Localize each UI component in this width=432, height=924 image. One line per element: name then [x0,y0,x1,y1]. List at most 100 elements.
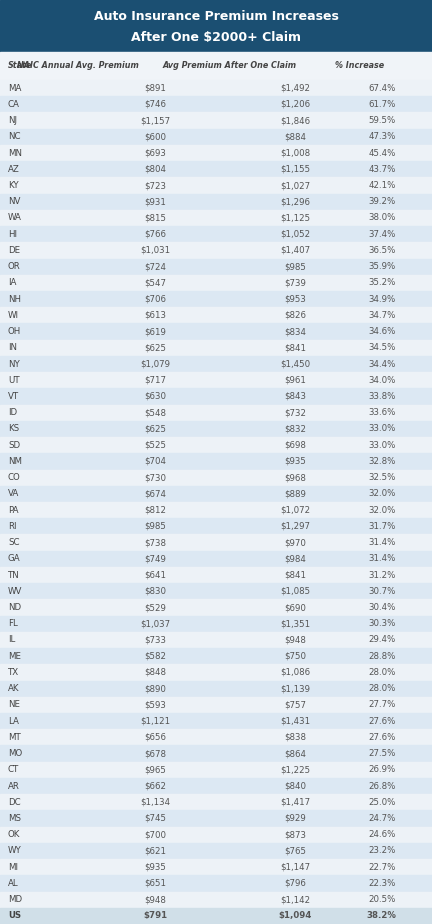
Text: NC: NC [8,132,20,141]
Bar [0,161,432,177]
Text: WA: WA [8,213,22,223]
Text: MN: MN [8,149,22,157]
Text: $700: $700 [144,831,166,839]
Text: $1,225: $1,225 [280,765,310,774]
Bar [0,405,432,420]
Bar [0,502,432,518]
Text: $724: $724 [144,262,166,271]
Text: 27.5%: 27.5% [368,749,396,758]
Text: CT: CT [8,765,19,774]
Bar [0,746,432,761]
Bar [0,437,432,454]
Text: $843: $843 [284,392,306,401]
Text: $834: $834 [284,327,306,336]
Text: SC: SC [8,538,19,547]
Text: 23.2%: 23.2% [368,846,396,856]
Text: 61.7%: 61.7% [368,100,396,109]
Bar [0,778,432,794]
Text: OK: OK [8,831,20,839]
Text: $1,085: $1,085 [280,587,310,596]
Text: $1,125: $1,125 [280,213,310,223]
Text: $723: $723 [144,181,166,190]
Text: $706: $706 [144,295,166,304]
Text: VA: VA [8,490,19,498]
Bar [0,177,432,194]
Text: $690: $690 [284,603,306,612]
Text: 34.4%: 34.4% [368,359,396,369]
Bar [0,697,432,713]
Text: $656: $656 [144,733,166,742]
Text: 34.5%: 34.5% [368,344,396,352]
Bar [0,340,432,356]
Text: $630: $630 [144,392,166,401]
Bar [0,454,432,469]
Text: 30.7%: 30.7% [368,587,396,596]
Text: $698: $698 [284,441,306,450]
Text: 35.2%: 35.2% [368,278,396,287]
Text: 31.4%: 31.4% [368,538,396,547]
Text: $733: $733 [144,636,166,644]
Text: $826: $826 [284,310,306,320]
Text: $547: $547 [144,278,166,287]
Text: $864: $864 [284,749,306,758]
Text: $766: $766 [144,230,166,238]
Text: $961: $961 [284,376,306,384]
Text: $929: $929 [284,814,306,823]
Text: $840: $840 [284,782,306,791]
Bar [0,372,432,388]
Text: $621: $621 [144,846,166,856]
Text: $625: $625 [144,344,166,352]
Text: US: US [8,911,21,920]
Text: MT: MT [8,733,21,742]
Text: $757: $757 [284,700,306,710]
Text: $750: $750 [284,651,306,661]
Text: 28.0%: 28.0% [368,684,396,693]
Text: NM: NM [8,457,22,466]
Bar [0,356,432,372]
Bar [0,875,432,892]
Text: $582: $582 [144,651,166,661]
Text: $1,206: $1,206 [280,100,310,109]
Text: 28.8%: 28.8% [368,651,396,661]
Text: IN: IN [8,344,17,352]
Text: CA: CA [8,100,20,109]
Bar [0,274,432,291]
Text: 37.4%: 37.4% [368,230,396,238]
Text: $848: $848 [144,668,166,677]
Text: $1,121: $1,121 [140,717,170,725]
Text: 22.3%: 22.3% [368,879,396,888]
Text: WV: WV [8,587,22,596]
Bar [0,892,432,907]
Text: % Increase: % Increase [335,62,384,70]
Text: IA: IA [8,278,16,287]
Text: $841: $841 [284,344,306,352]
Bar [0,600,432,615]
Bar [0,96,432,113]
Text: Auto Insurance Premium Increases: Auto Insurance Premium Increases [94,10,338,23]
Bar [0,648,432,664]
Bar [0,681,432,697]
Text: $985: $985 [144,522,166,531]
Text: $678: $678 [144,749,166,758]
Bar [0,0,432,52]
Text: VT: VT [8,392,19,401]
Text: 33.0%: 33.0% [368,424,396,433]
Text: 26.8%: 26.8% [368,782,396,791]
Bar [0,713,432,729]
Text: After One $2000+ Claim: After One $2000+ Claim [131,30,301,44]
Text: NY: NY [8,359,20,369]
Text: $1,147: $1,147 [280,863,310,871]
Text: ME: ME [8,651,21,661]
Text: $931: $931 [144,197,166,206]
Text: NAIC Annual Avg. Premium: NAIC Annual Avg. Premium [17,62,139,70]
Text: 24.6%: 24.6% [368,831,396,839]
Text: RI: RI [8,522,16,531]
Text: $1,450: $1,450 [280,359,310,369]
Text: $674: $674 [144,490,166,498]
Text: $1,079: $1,079 [140,359,170,369]
Text: $985: $985 [284,262,306,271]
Text: $1,492: $1,492 [280,83,310,92]
Text: 42.1%: 42.1% [368,181,396,190]
Bar [0,486,432,502]
Text: MD: MD [8,895,22,905]
